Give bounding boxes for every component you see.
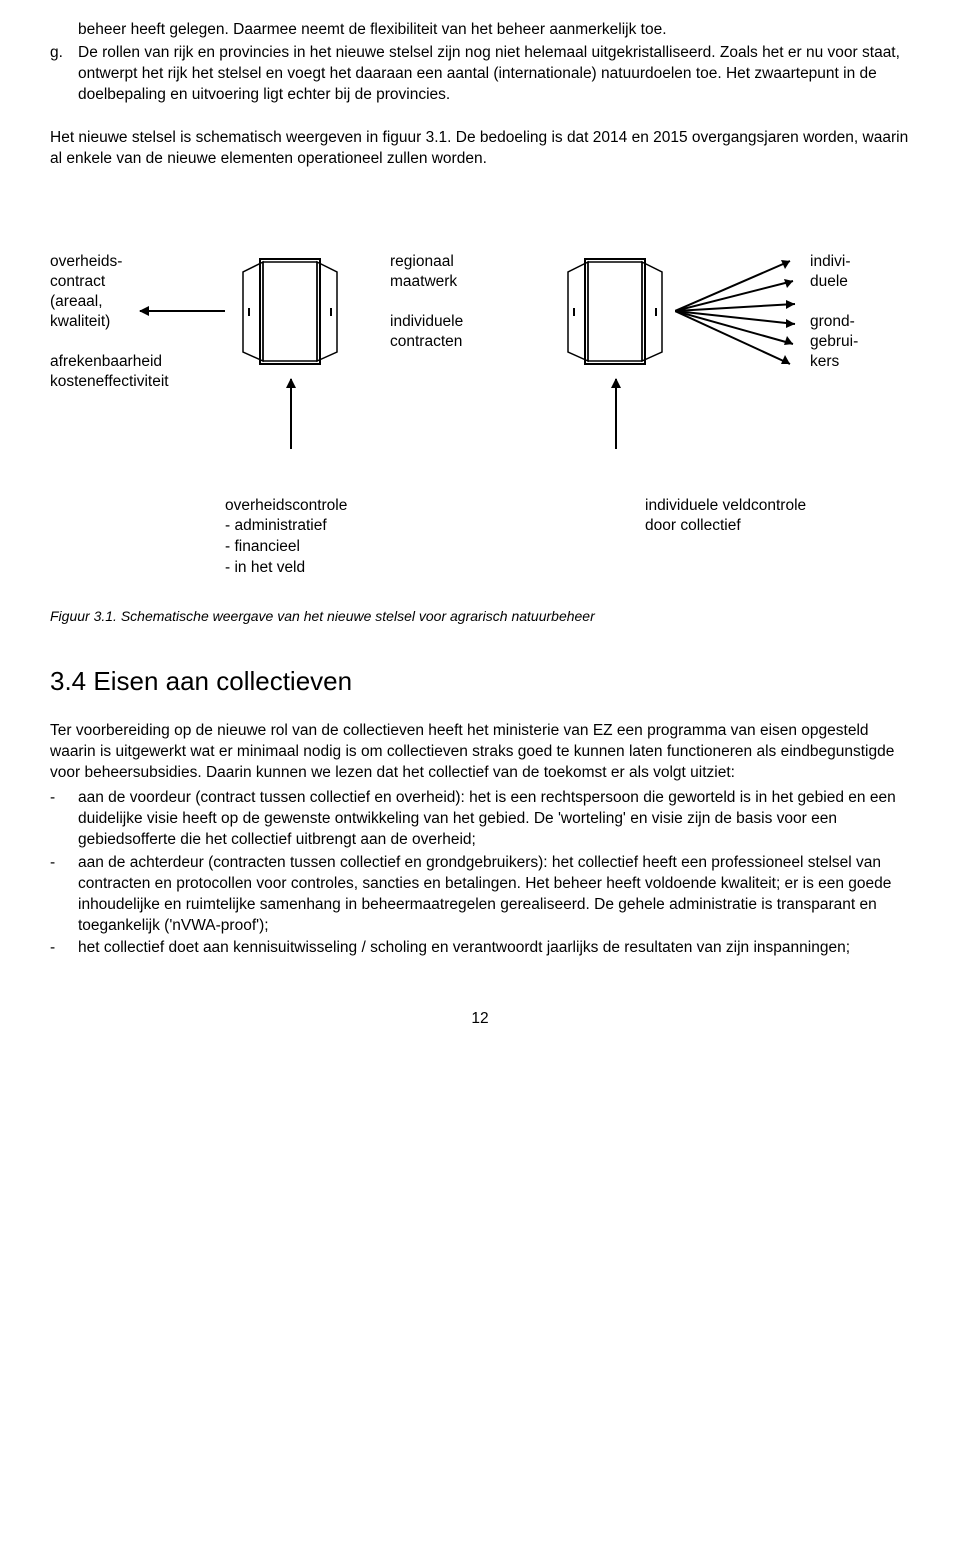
page-number: 12 — [50, 1009, 910, 1030]
annotation-left: overheidscontrole - administratief - fin… — [225, 496, 485, 580]
diagram-figure-3-1: overheids- contract (areaal, kwaliteit) … — [50, 234, 910, 484]
list-item-g: g. De rollen van rijk en provincies in h… — [50, 43, 910, 106]
arrow-left-icon — [140, 310, 225, 312]
diagram-left-label: overheids- contract (areaal, kwaliteit) … — [50, 252, 169, 393]
heading-3-4: 3.4 Eisen aan collectieven — [50, 664, 910, 699]
arrow-up-left-icon — [290, 379, 292, 449]
para-top: beheer heeft gelegen. Daarmee neemt de f… — [78, 20, 910, 41]
para-eisen-intro: Ter voorbereiding op de nieuwe rol van d… — [50, 721, 910, 784]
fan-arrows-icon — [675, 256, 815, 376]
diagram-annotations: overheidscontrole - administratief - fin… — [225, 496, 910, 580]
door-left-icon — [225, 254, 355, 374]
figure-caption: Figuur 3.1. Schematische weergave van he… — [50, 607, 910, 626]
list-content-g: De rollen van rijk en provincies in het … — [78, 43, 910, 106]
diagram-mid-label: regionaal maatwerk individuele contracte… — [390, 252, 463, 353]
diagram-right-label: indivi- duele grond- gebrui- kers — [810, 252, 858, 373]
para-continuation: beheer heeft gelegen. Daarmee neemt de f… — [50, 20, 910, 41]
bullet-item-2: - aan de achterdeur (contracten tussen c… — [50, 853, 910, 937]
list-marker-g: g. — [50, 43, 78, 106]
bullet-item-1: - aan de voordeur (contract tussen colle… — [50, 788, 910, 851]
para-schematic: Het nieuwe stelsel is schematisch weerge… — [50, 128, 910, 170]
annotation-right: individuele veldcontrole door collectief — [645, 496, 905, 580]
door-right-icon — [550, 254, 680, 374]
arrow-up-right-icon — [615, 379, 617, 449]
bullet-item-3: - het collectief doet aan kennisuitwisse… — [50, 938, 910, 959]
